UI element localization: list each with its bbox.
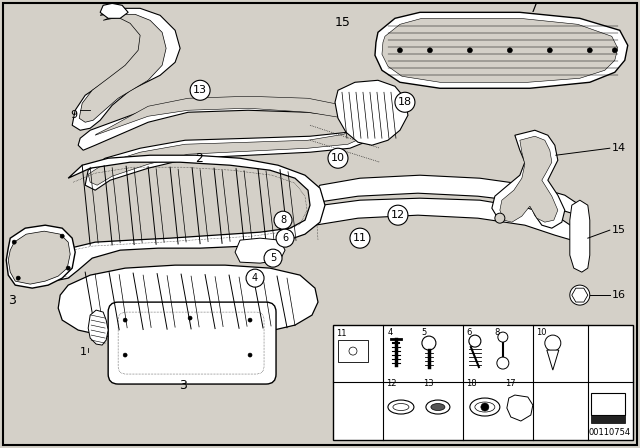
Circle shape <box>395 92 415 112</box>
Text: 1: 1 <box>80 347 87 357</box>
Text: 8: 8 <box>280 215 286 225</box>
Polygon shape <box>308 198 575 240</box>
Circle shape <box>397 48 403 53</box>
Circle shape <box>469 335 481 347</box>
Circle shape <box>467 48 472 53</box>
Text: 4: 4 <box>252 273 258 283</box>
Text: 14: 14 <box>612 143 626 153</box>
Circle shape <box>497 357 509 369</box>
Ellipse shape <box>431 404 445 410</box>
Text: 4: 4 <box>388 327 393 336</box>
Polygon shape <box>6 225 75 288</box>
Text: 8: 8 <box>495 327 500 336</box>
Polygon shape <box>507 395 533 421</box>
Polygon shape <box>570 200 590 272</box>
Text: 5: 5 <box>421 327 426 336</box>
Text: 15: 15 <box>335 16 351 29</box>
Polygon shape <box>335 80 408 145</box>
Bar <box>333 325 633 440</box>
Polygon shape <box>72 9 180 130</box>
Text: 12: 12 <box>386 379 396 388</box>
Text: 3: 3 <box>179 379 187 392</box>
Circle shape <box>545 335 561 351</box>
Circle shape <box>495 213 505 223</box>
Polygon shape <box>100 3 128 18</box>
Circle shape <box>246 269 264 287</box>
Circle shape <box>276 229 294 247</box>
Circle shape <box>248 318 252 322</box>
Text: 13: 13 <box>423 379 433 388</box>
Text: 9: 9 <box>70 110 77 120</box>
Polygon shape <box>50 155 325 280</box>
Circle shape <box>498 332 508 342</box>
Ellipse shape <box>470 398 500 416</box>
Text: 18: 18 <box>398 97 412 107</box>
Polygon shape <box>572 288 588 302</box>
Circle shape <box>190 80 210 100</box>
Polygon shape <box>88 310 108 345</box>
Text: 17: 17 <box>505 379 515 388</box>
Circle shape <box>481 403 489 411</box>
Circle shape <box>264 249 282 267</box>
Ellipse shape <box>426 400 450 414</box>
Circle shape <box>588 48 592 53</box>
Circle shape <box>612 48 617 53</box>
Polygon shape <box>235 238 285 263</box>
Polygon shape <box>382 18 618 82</box>
Circle shape <box>274 211 292 229</box>
Circle shape <box>422 336 436 350</box>
Circle shape <box>350 228 370 248</box>
Circle shape <box>328 148 348 168</box>
Text: 16: 16 <box>612 290 626 300</box>
Text: 11: 11 <box>353 233 367 243</box>
Text: 6: 6 <box>282 233 288 243</box>
Text: 11: 11 <box>336 328 346 338</box>
Circle shape <box>508 48 513 53</box>
Polygon shape <box>88 96 370 185</box>
Polygon shape <box>79 14 166 122</box>
Circle shape <box>123 318 127 322</box>
Text: 5: 5 <box>270 253 276 263</box>
Ellipse shape <box>388 400 414 414</box>
Circle shape <box>66 266 70 270</box>
Polygon shape <box>78 98 375 190</box>
Polygon shape <box>500 136 558 222</box>
Text: 7: 7 <box>530 2 538 15</box>
Text: 2: 2 <box>195 152 203 165</box>
Circle shape <box>12 240 16 244</box>
Polygon shape <box>375 13 628 88</box>
Circle shape <box>123 353 127 357</box>
Text: 10: 10 <box>331 153 345 163</box>
Bar <box>591 415 625 423</box>
Bar <box>591 393 625 415</box>
Circle shape <box>570 285 590 305</box>
Text: 13: 13 <box>193 85 207 95</box>
Text: 18: 18 <box>466 379 477 388</box>
Bar <box>338 340 368 362</box>
Circle shape <box>188 316 192 320</box>
Circle shape <box>16 276 20 280</box>
FancyBboxPatch shape <box>108 302 276 384</box>
Circle shape <box>428 48 433 53</box>
Polygon shape <box>58 265 318 338</box>
Polygon shape <box>492 130 565 228</box>
Text: 12: 12 <box>391 210 405 220</box>
Text: 10: 10 <box>536 327 547 336</box>
Text: 3: 3 <box>8 293 16 306</box>
Circle shape <box>547 48 552 53</box>
Polygon shape <box>312 175 580 215</box>
Text: 15: 15 <box>612 225 626 235</box>
Circle shape <box>60 234 64 238</box>
Text: 6: 6 <box>466 327 471 336</box>
Circle shape <box>248 353 252 357</box>
Text: 00110754: 00110754 <box>589 428 631 437</box>
Polygon shape <box>547 350 559 370</box>
Polygon shape <box>8 231 70 284</box>
Circle shape <box>388 205 408 225</box>
